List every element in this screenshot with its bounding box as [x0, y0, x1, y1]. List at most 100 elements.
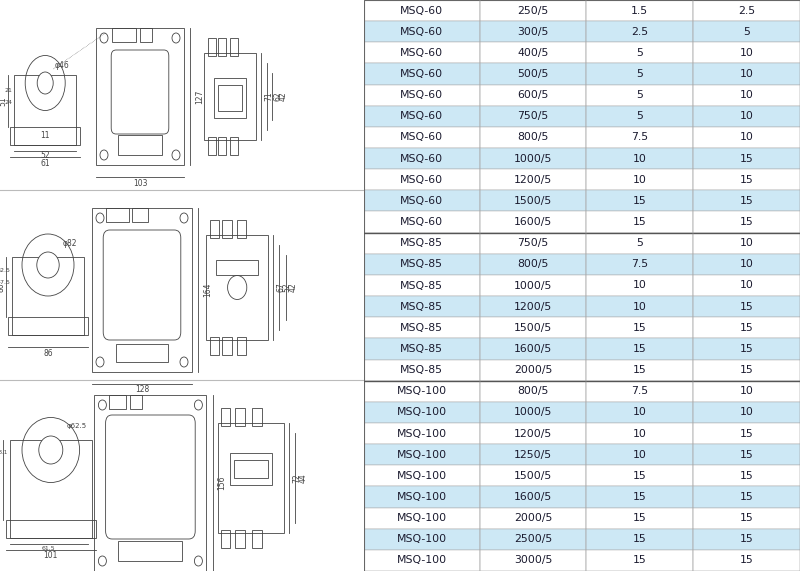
- Text: 1200/5: 1200/5: [514, 175, 552, 185]
- Bar: [364, 63, 479, 85]
- Bar: [479, 85, 586, 106]
- Text: 1500/5: 1500/5: [514, 323, 552, 333]
- Text: 42: 42: [278, 92, 287, 101]
- Text: 5: 5: [636, 238, 643, 248]
- Text: 500/5: 500/5: [518, 69, 549, 79]
- Bar: [132, 208, 148, 222]
- Bar: [479, 275, 586, 296]
- Bar: [230, 38, 238, 56]
- Bar: [586, 106, 693, 127]
- Bar: [364, 296, 479, 317]
- Text: 1600/5: 1600/5: [514, 217, 552, 227]
- Text: 10: 10: [633, 154, 646, 164]
- Text: 15: 15: [633, 196, 646, 206]
- Bar: [364, 169, 479, 190]
- Bar: [12, 257, 84, 335]
- Bar: [364, 127, 479, 148]
- Text: 5: 5: [636, 69, 643, 79]
- Text: MSQ-60: MSQ-60: [400, 69, 443, 79]
- Text: 15: 15: [740, 344, 754, 354]
- Bar: [693, 339, 800, 360]
- Text: 15: 15: [740, 492, 754, 502]
- Bar: [586, 508, 693, 529]
- Text: 15: 15: [633, 323, 646, 333]
- Bar: [94, 395, 206, 571]
- Bar: [479, 106, 586, 127]
- Bar: [479, 339, 586, 360]
- Text: 2500/5: 2500/5: [514, 534, 552, 544]
- Text: 164: 164: [203, 283, 212, 297]
- Bar: [479, 529, 586, 550]
- Bar: [586, 254, 693, 275]
- Text: 15: 15: [633, 492, 646, 502]
- Text: MSQ-60: MSQ-60: [400, 196, 443, 206]
- Text: 1500/5: 1500/5: [514, 196, 552, 206]
- Text: 67: 67: [276, 283, 285, 292]
- Bar: [693, 423, 800, 444]
- Bar: [221, 408, 230, 426]
- Bar: [479, 486, 586, 508]
- Text: 15: 15: [740, 513, 754, 523]
- Text: φ46: φ46: [54, 61, 70, 70]
- Text: MSQ-100: MSQ-100: [397, 534, 447, 544]
- Bar: [237, 337, 246, 355]
- Bar: [364, 402, 479, 423]
- Bar: [693, 486, 800, 508]
- Text: 750/5: 750/5: [518, 111, 549, 121]
- Bar: [479, 42, 586, 63]
- Bar: [364, 317, 479, 339]
- Text: 5: 5: [636, 90, 643, 100]
- Bar: [479, 169, 586, 190]
- Bar: [693, 148, 800, 169]
- Bar: [586, 550, 693, 571]
- Bar: [364, 0, 479, 21]
- Text: 400/5: 400/5: [518, 48, 549, 58]
- Bar: [693, 508, 800, 529]
- Bar: [214, 78, 246, 118]
- Text: 1000/5: 1000/5: [514, 280, 552, 291]
- Text: MSQ-60: MSQ-60: [400, 217, 443, 227]
- Bar: [118, 135, 162, 155]
- Text: 11: 11: [41, 131, 50, 140]
- Text: 15: 15: [740, 471, 754, 481]
- Text: 156: 156: [218, 476, 226, 490]
- Bar: [693, 0, 800, 21]
- Bar: [586, 339, 693, 360]
- Bar: [222, 220, 232, 238]
- Bar: [586, 232, 693, 254]
- Text: MSQ-100: MSQ-100: [397, 556, 447, 565]
- Bar: [586, 486, 693, 508]
- Text: 86: 86: [0, 282, 6, 292]
- Bar: [235, 530, 245, 548]
- Bar: [693, 211, 800, 232]
- Bar: [10, 127, 80, 145]
- Text: MSQ-100: MSQ-100: [397, 450, 447, 460]
- Bar: [586, 317, 693, 339]
- Text: 800/5: 800/5: [518, 132, 549, 142]
- Text: 10: 10: [740, 69, 754, 79]
- Text: φ62.5: φ62.5: [67, 423, 87, 429]
- Text: 15: 15: [740, 301, 754, 312]
- Text: 61: 61: [40, 159, 50, 167]
- Bar: [586, 148, 693, 169]
- Bar: [693, 169, 800, 190]
- Ellipse shape: [37, 252, 59, 278]
- Bar: [6, 520, 96, 538]
- Text: 10: 10: [633, 175, 646, 185]
- Bar: [693, 550, 800, 571]
- Bar: [693, 106, 800, 127]
- Text: 15: 15: [633, 513, 646, 523]
- Bar: [479, 381, 586, 402]
- Bar: [693, 85, 800, 106]
- Text: 2.5: 2.5: [631, 27, 648, 37]
- Text: 2000/5: 2000/5: [514, 365, 552, 375]
- Bar: [586, 211, 693, 232]
- Bar: [106, 208, 129, 222]
- Text: 1000/5: 1000/5: [514, 154, 552, 164]
- Bar: [216, 260, 258, 275]
- Bar: [364, 444, 479, 465]
- Bar: [586, 360, 693, 381]
- Bar: [118, 541, 182, 561]
- Bar: [693, 381, 800, 402]
- Text: 1.5: 1.5: [631, 6, 648, 15]
